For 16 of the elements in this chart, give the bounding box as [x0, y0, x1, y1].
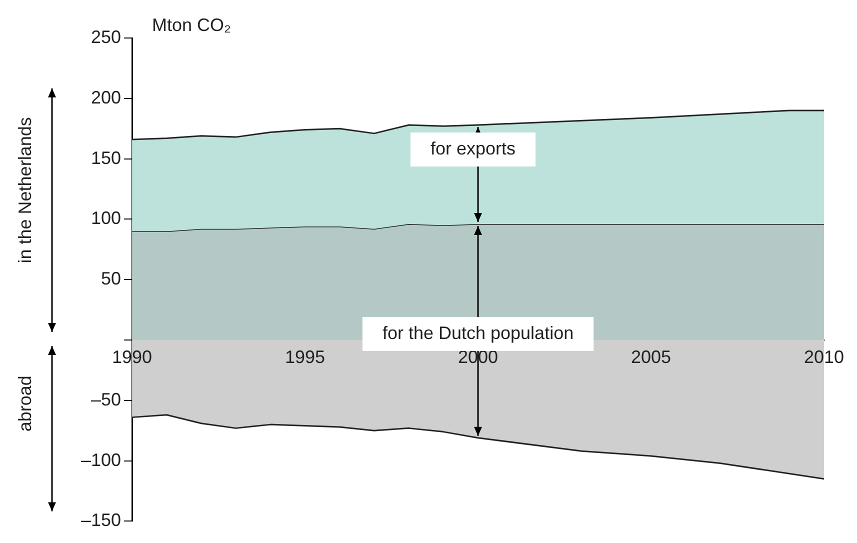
y-tick-label: –100 — [80, 450, 122, 470]
y-tick-label: –50 — [90, 389, 122, 410]
y-tick-label: 200 — [90, 87, 122, 108]
y-tick-label: 50 — [101, 268, 122, 289]
y-tick-label: 100 — [90, 208, 122, 228]
text: in the Netherlands — [14, 117, 35, 264]
y-tick-label: –150 — [80, 510, 122, 530]
x-tick-label: 2005 — [630, 346, 672, 367]
y-tick-label: 250 — [90, 26, 122, 47]
annotation: for the Dutch population — [382, 322, 574, 343]
y-axis-title: Mton CO₂ — [152, 14, 232, 35]
y-tick-label: 150 — [90, 148, 122, 168]
text: abroad — [14, 376, 35, 432]
annotation: for exports — [430, 138, 516, 158]
x-tick-label: 2010 — [804, 346, 844, 367]
x-tick-label: 1995 — [285, 346, 326, 367]
